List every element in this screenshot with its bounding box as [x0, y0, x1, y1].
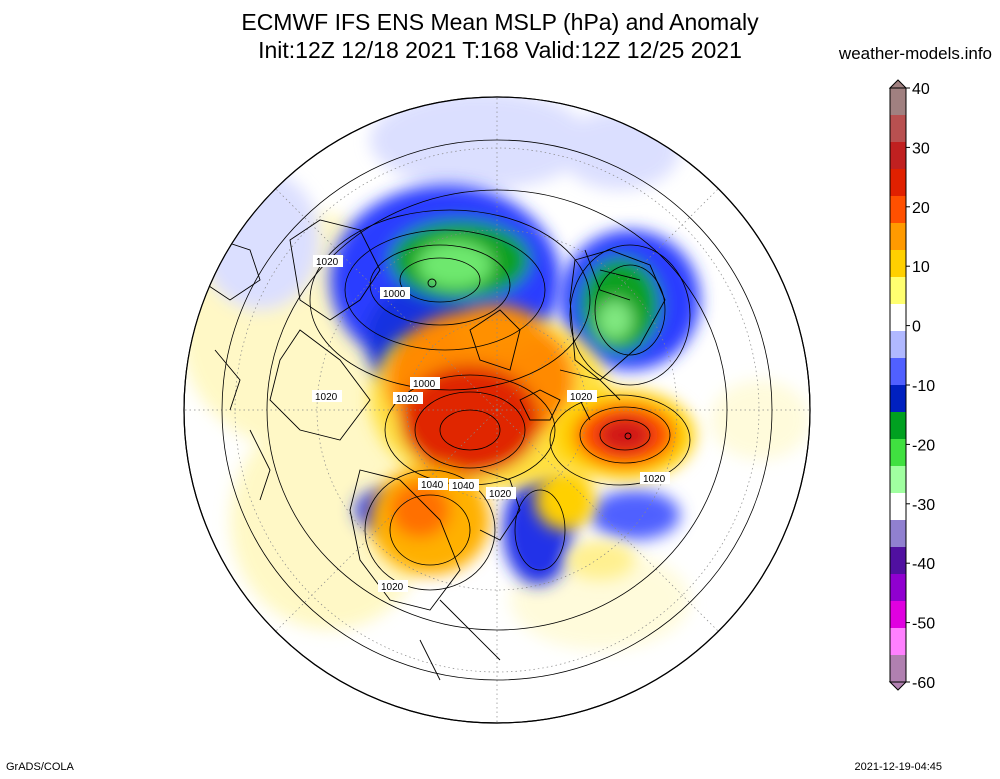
colorbar-swatch — [890, 547, 906, 575]
svg-text:1040: 1040 — [421, 480, 444, 491]
svg-text:1040: 1040 — [452, 481, 475, 492]
credit-text: GrADS/COLA — [6, 761, 74, 773]
colorbar-swatch — [890, 601, 906, 629]
colorbar-arrow — [888, 79, 908, 89]
svg-text:1020: 1020 — [316, 257, 339, 268]
colorbar-swatch — [890, 358, 906, 386]
contour-labels: 1020 1000 1020 1000 1020 1020 1020 1040 … — [312, 255, 670, 593]
site-watermark: weather-models.info — [838, 44, 992, 63]
contour-label: 1020 — [393, 392, 423, 405]
chart-subtitle: Init:12Z 12/18 2021 T:168 Valid:12Z 12/2… — [258, 37, 742, 63]
contour-label: 1020 — [312, 390, 342, 403]
colorbar-swatch — [890, 250, 906, 278]
colorbar-swatch — [890, 439, 906, 467]
contour-label: 1000 — [410, 377, 440, 390]
colorbar-label: 20 — [912, 200, 930, 217]
svg-text:1020: 1020 — [315, 392, 338, 403]
timestamp-text: 2021-12-19-04:45 — [854, 761, 942, 773]
colorbar: 40 30 20 10 0 -10 -20 -30 -40 -50 -60 — [888, 79, 935, 692]
coastlines — [199, 219, 666, 681]
contour-label: 1020 — [313, 255, 343, 268]
colorbar-swatch — [890, 196, 906, 224]
colorbar-label: -60 — [912, 675, 935, 692]
colorbar-swatch — [890, 88, 906, 116]
colorbar-swatch — [890, 520, 906, 548]
colorbar-swatch — [890, 142, 906, 170]
svg-text:1020: 1020 — [570, 392, 593, 403]
colorbar-label: -20 — [912, 437, 935, 454]
colorbar-label: 0 — [912, 319, 921, 336]
isobars — [221, 139, 773, 681]
contour-label: 1000 — [380, 287, 410, 300]
colorbar-label: -40 — [912, 556, 935, 573]
contour-label: 1040 — [449, 479, 479, 492]
contour-label: 1020 — [486, 487, 516, 500]
colorbar-arrow — [888, 681, 908, 691]
colorbar-labels: 40 30 20 10 0 -10 -20 -30 -40 -50 -60 — [906, 81, 935, 692]
contour-label: 1020 — [640, 472, 670, 485]
colorbar-label: 40 — [912, 81, 930, 98]
svg-text:1000: 1000 — [383, 289, 406, 300]
svg-text:1020: 1020 — [396, 394, 419, 405]
colorbar-label: -30 — [912, 497, 935, 514]
colorbar-swatch — [890, 655, 906, 683]
colorbar-label: 30 — [912, 140, 930, 157]
colorbar-swatches — [888, 79, 908, 691]
chart-title: ECMWF IFS ENS Mean MSLP (hPa) and Anomal… — [241, 9, 759, 35]
svg-text:1000: 1000 — [413, 379, 436, 390]
colorbar-swatch — [890, 169, 906, 197]
colorbar-label: -10 — [912, 378, 935, 395]
anomaly-field — [184, 97, 810, 723]
colorbar-swatch — [890, 466, 906, 494]
svg-text:1020: 1020 — [643, 474, 666, 485]
colorbar-swatch — [890, 304, 906, 332]
colorbar-swatch — [890, 223, 906, 251]
colorbar-swatch — [890, 115, 906, 143]
contour-label: 1020 — [567, 390, 597, 403]
svg-text:1020: 1020 — [381, 582, 404, 593]
colorbar-swatch — [890, 412, 906, 440]
pressure-centers — [427, 278, 632, 440]
colorbar-label: -50 — [912, 616, 935, 633]
colorbar-label: 10 — [912, 259, 930, 276]
graticule — [184, 97, 810, 723]
colorbar-swatch — [890, 331, 906, 359]
contour-label: 1040 — [418, 478, 448, 491]
svg-text:1020: 1020 — [489, 489, 512, 500]
colorbar-swatch — [890, 628, 906, 656]
colorbar-swatch — [890, 574, 906, 602]
contour-label: 1020 — [378, 580, 408, 593]
colorbar-swatch — [890, 277, 906, 305]
colorbar-swatch — [890, 385, 906, 413]
colorbar-swatch — [890, 493, 906, 521]
